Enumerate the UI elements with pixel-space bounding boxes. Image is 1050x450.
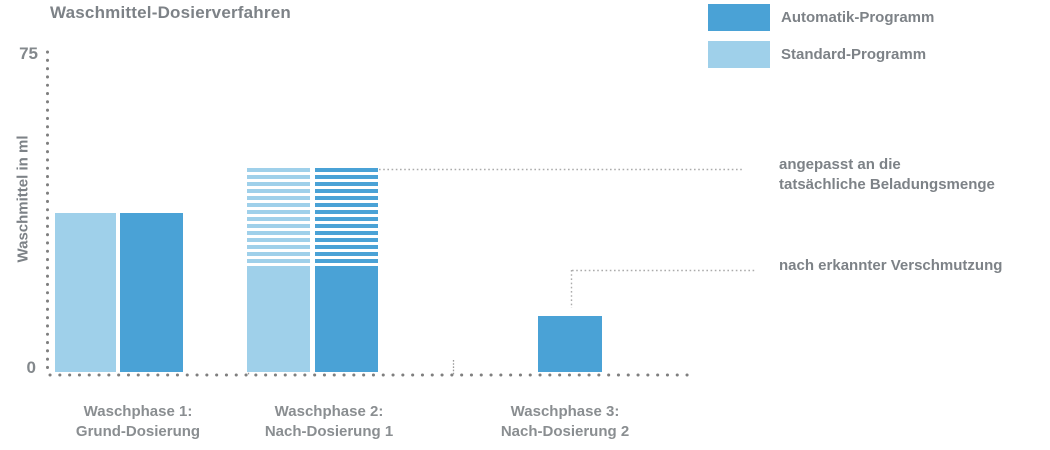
legend-swatch-automatik-icon — [708, 3, 770, 31]
annotation-line1: angepasst an die — [779, 156, 901, 173]
legend-label-automatik: Automatik-Programm — [781, 8, 935, 26]
x-label-line1: Waschphase 3: — [510, 403, 620, 420]
annotation-line1: nach erkannter Verschmutzung — [779, 257, 1003, 274]
x-label-line2: Nach-Dosierung 1 — [264, 423, 394, 440]
y-axis-title: Waschmittel in ml — [14, 135, 32, 263]
annotation-verschmutzung: nach erkannter Verschmutzung — [779, 256, 1002, 276]
legend-item-automatik: Automatik-Programm — [708, 3, 934, 31]
bar-striped-segment — [315, 168, 378, 269]
bar-phase1-standard — [55, 213, 116, 372]
bar-phase2-automatik — [315, 168, 378, 372]
x-label-line2: Grund-Dosierung — [75, 423, 201, 440]
bar-striped-segment — [247, 168, 310, 269]
x-label-line2: Nach-Dosierung 2 — [500, 423, 630, 440]
y-tick-label-0: 0 — [26, 358, 36, 377]
x-label-waschphase-3: Waschphase 3: Nach-Dosierung 2 — [501, 402, 629, 442]
bar-phase1-automatik — [120, 213, 183, 372]
x-label-waschphase-1: Waschphase 1: Grund-Dosierung — [76, 402, 200, 442]
bar-solid-segment — [538, 316, 602, 372]
annotation-beladungsmenge: angepasst an die tatsächliche Beladungsm… — [779, 155, 995, 195]
x-label-line1: Waschphase 2: — [274, 403, 384, 420]
bar-phase3-automatik — [538, 316, 602, 372]
chart-title: Waschmittel-Dosierverfahren — [50, 3, 291, 22]
y-tick-label-75: 75 — [19, 44, 38, 63]
legend-swatch-standard-icon — [708, 40, 770, 68]
legend-item-standard: Standard-Programm — [708, 40, 926, 68]
bar-solid-segment — [247, 269, 310, 372]
bar-phase2-standard — [247, 168, 310, 372]
annotation-line2: tatsächliche Beladungsmenge — [779, 176, 995, 193]
x-label-waschphase-2: Waschphase 2: Nach-Dosierung 1 — [265, 402, 393, 442]
bar-solid-segment — [55, 213, 116, 372]
legend-label-standard: Standard-Programm — [781, 45, 927, 63]
bar-solid-segment — [315, 269, 378, 372]
bar-solid-segment — [120, 213, 183, 372]
x-label-line1: Waschphase 1: — [83, 403, 193, 420]
